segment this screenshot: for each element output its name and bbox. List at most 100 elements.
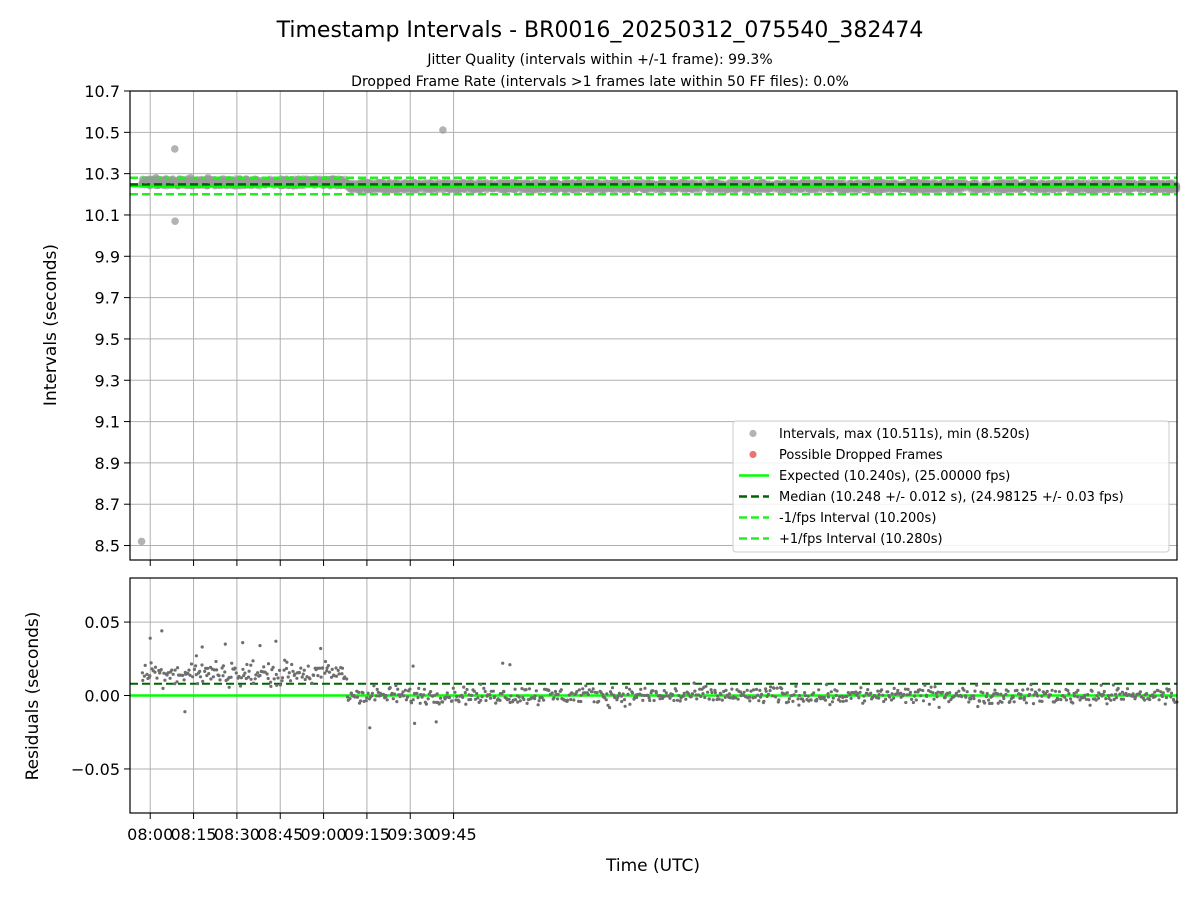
residual-point (349, 691, 353, 695)
residual-point (969, 697, 973, 701)
residual-point (1031, 702, 1036, 706)
residual-point (1019, 696, 1023, 700)
residual-point (1094, 698, 1098, 702)
residual-point (287, 671, 291, 675)
residual-point (972, 696, 976, 701)
residual-point (620, 699, 624, 704)
residual-point (751, 688, 756, 692)
residual-point (242, 674, 246, 678)
residual-point (1138, 690, 1142, 694)
residual-point (670, 692, 675, 697)
residual-point (453, 690, 457, 694)
interval-outlier-point (152, 174, 160, 182)
residual-point (1057, 690, 1061, 694)
residual-point (1083, 693, 1087, 697)
residual-point (171, 672, 175, 676)
residual-point (996, 701, 1000, 705)
residual-point (494, 701, 498, 705)
residual-point (191, 675, 195, 679)
residual-point (547, 688, 551, 693)
residual-point (1145, 692, 1149, 696)
residual-point (375, 687, 379, 692)
residual-point (269, 680, 273, 684)
residual-point (353, 695, 357, 699)
residual-point (606, 703, 610, 707)
residual-point (1019, 692, 1023, 697)
residual-point (877, 696, 881, 700)
residual-point (455, 694, 459, 699)
residual-point (340, 666, 345, 670)
x-tick-label: 08:00 (127, 825, 173, 844)
residual-point (221, 664, 225, 668)
residual-point (1104, 697, 1108, 701)
residual-point (299, 666, 303, 670)
residual-point (334, 674, 339, 678)
top-y-tick-label: 9.9 (95, 247, 120, 266)
residual-point (283, 658, 287, 662)
interval-point (1050, 186, 1058, 194)
residual-point (826, 695, 831, 699)
residual-point (518, 699, 522, 703)
residual-point (409, 701, 414, 705)
residual-point (913, 694, 917, 698)
residual-point (1114, 696, 1118, 700)
residual-point (424, 702, 428, 706)
residual-point (348, 697, 352, 701)
residual-point (394, 683, 398, 688)
residual-point (256, 671, 260, 675)
residual-point (996, 692, 1000, 696)
residual-point (641, 698, 645, 703)
residual-point (355, 695, 360, 699)
residual-point (931, 691, 935, 695)
x-tick-label: 08:45 (257, 825, 303, 844)
residual-point (704, 684, 708, 688)
residual-point (888, 695, 892, 699)
residual-point (1068, 697, 1073, 701)
residual-point (707, 697, 711, 701)
residual-point (411, 698, 415, 702)
residual-point (540, 696, 544, 700)
residual-point (609, 692, 614, 696)
residual-point (801, 699, 806, 703)
interval-outlier-point (171, 145, 179, 153)
residual-point (198, 669, 202, 674)
residual-point (302, 668, 306, 672)
residual-point (932, 697, 936, 701)
residual-point (1088, 703, 1092, 707)
residual-point (658, 697, 662, 701)
residual-point (1159, 690, 1163, 694)
interval-outlier-point (171, 217, 179, 225)
residual-point (475, 691, 479, 696)
residual-point (988, 701, 992, 706)
residual-point (803, 694, 808, 698)
residual-point (411, 664, 415, 668)
residual-point (413, 721, 417, 726)
top-y-tick-label: 8.5 (95, 537, 120, 556)
residual-point (565, 698, 570, 702)
residual-point (233, 666, 237, 670)
residual-point (246, 675, 251, 679)
residual-point (1006, 689, 1010, 693)
residual-point (579, 693, 583, 697)
residual-point (212, 668, 216, 672)
residual-point (738, 690, 743, 694)
residual-point (1071, 701, 1075, 705)
residual-point (710, 690, 714, 695)
residual-point (919, 694, 923, 698)
interval-point (561, 185, 569, 193)
interval-outlier-point (168, 176, 176, 184)
residual-point (435, 692, 439, 696)
residual-point (1004, 692, 1008, 697)
residual-point (189, 662, 194, 666)
residual-point (1072, 691, 1076, 696)
interval-point (811, 185, 819, 194)
residual-point (536, 703, 540, 707)
residual-point (1030, 688, 1034, 692)
residual-point (993, 688, 997, 692)
residual-point (427, 692, 431, 696)
interval-point (855, 186, 863, 194)
residual-point (1032, 693, 1036, 697)
residual-point (401, 690, 405, 694)
chart-subtitle-jitter: Jitter Quality (intervals within +/-1 fr… (426, 52, 772, 68)
residual-point (903, 687, 908, 691)
